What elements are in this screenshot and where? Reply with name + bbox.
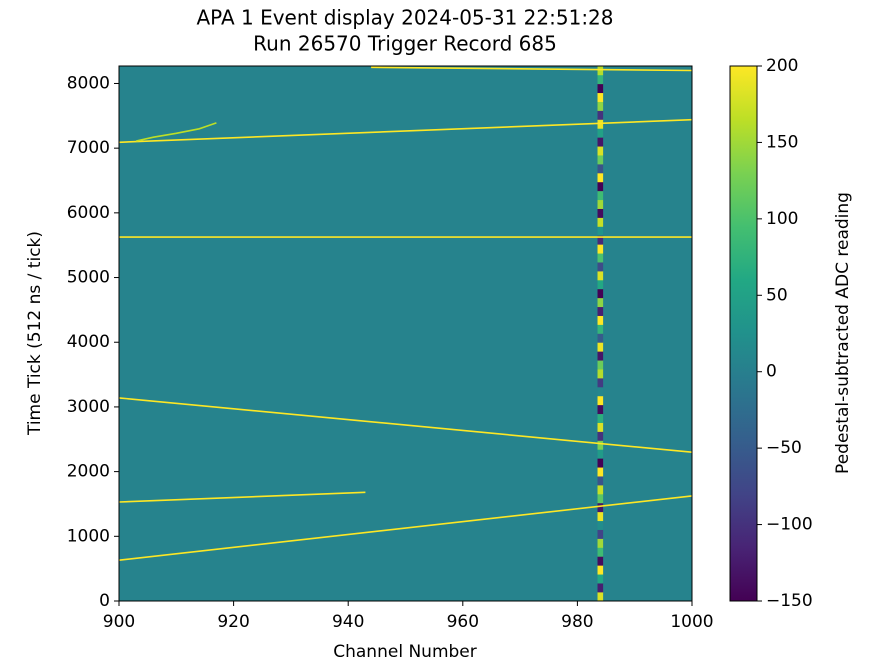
noisy-cell [597, 83, 604, 94]
chart-title: APA 1 Event display 2024-05-31 22:51:28 [196, 6, 613, 30]
noisy-cell [597, 306, 604, 316]
y-tick-label: 4000 [67, 332, 110, 352]
noisy-cell [597, 440, 604, 450]
noisy-cell [597, 583, 604, 593]
colorbar-tick-label: 50 [766, 285, 788, 305]
noisy-cell [597, 297, 604, 308]
noisy-cell [597, 137, 604, 147]
y-tick-label: 3000 [67, 397, 110, 417]
noisy-cell [597, 280, 604, 290]
y-tick-label: 1000 [67, 526, 110, 546]
noisy-cell [597, 485, 604, 495]
noisy-cell [597, 342, 604, 352]
noisy-cell [597, 74, 604, 85]
noisy-cell [597, 324, 604, 334]
noisy-cell [597, 333, 604, 343]
noisy-cell [597, 547, 604, 557]
y-tick-label: 6000 [67, 203, 110, 223]
noisy-cell [597, 556, 604, 566]
noisy-cell [597, 262, 604, 272]
x-tick-label: 1000 [670, 612, 713, 632]
noisy-cell [597, 128, 604, 138]
noisy-cell [597, 360, 604, 370]
noisy-cell [597, 164, 604, 174]
noisy-cell [597, 431, 604, 441]
x-tick-label: 920 [217, 612, 249, 632]
colorbar-tick-label: −100 [766, 515, 813, 535]
noisy-cell [597, 217, 604, 227]
track [118, 397, 693, 453]
colorbar-tick-label: 100 [766, 209, 798, 229]
noisy-cell [597, 529, 604, 539]
y-axis-label: Time Tick (512 ns / tick) [25, 231, 45, 436]
noisy-cell [597, 92, 604, 102]
noisy-cell [597, 476, 604, 486]
noisy-cell [597, 155, 604, 165]
noisy-cell [597, 458, 604, 468]
noisy-cell [597, 110, 604, 120]
colorbar-label: Pedestal-subtracted ADC reading [833, 192, 853, 474]
noisy-cell [597, 235, 604, 245]
x-tick-label: 960 [447, 612, 479, 632]
noisy-cell [597, 66, 604, 76]
y-tick-label: 5000 [67, 268, 110, 288]
noisy-cell [597, 413, 604, 423]
noisy-cell [597, 244, 604, 254]
noisy-cell [597, 467, 604, 477]
colorbar-tick-label: 200 [766, 56, 798, 76]
y-tick-label: 2000 [67, 462, 110, 482]
noisy-cell [597, 146, 604, 156]
noisy-cell [597, 173, 604, 183]
noisy-cell [597, 494, 604, 504]
colorbar-tick-label: 150 [766, 132, 798, 152]
noisy-cell [597, 199, 604, 209]
heatmap-background [119, 66, 692, 601]
x-axis-label: Channel Number [333, 642, 477, 662]
y-tick-label: 0 [99, 591, 110, 611]
noisy-cell [597, 422, 604, 432]
noisy-cell [597, 208, 604, 218]
colorbar [729, 65, 758, 602]
noisy-cell [597, 538, 604, 548]
noisy-cell [597, 449, 604, 459]
y-tick-label: 7000 [67, 138, 110, 158]
noisy-cell [597, 574, 604, 584]
noisy-cell [597, 502, 604, 513]
noisy-cell [597, 395, 604, 406]
noisy-cell [597, 288, 604, 299]
noisy-cell [597, 387, 604, 397]
colorbar-tick-label: 0 [766, 362, 777, 382]
noisy-cell [597, 351, 604, 361]
noisy-cell [597, 271, 604, 281]
noisy-cell [597, 181, 604, 192]
plot-frame [118, 65, 693, 602]
colorbar-tick-label: −150 [766, 591, 813, 611]
noisy-cell [597, 190, 604, 201]
noisy-cell [597, 226, 604, 236]
noisy-cell [597, 404, 604, 415]
noisy-cell [597, 592, 604, 602]
x-tick-label: 980 [561, 612, 593, 632]
track [136, 122, 217, 142]
noisy-cell [597, 253, 604, 263]
noisy-cell [597, 511, 604, 522]
track [118, 495, 693, 561]
noisy-cell [597, 565, 604, 575]
y-tick-label: 8000 [67, 73, 110, 93]
x-tick-label: 940 [332, 612, 364, 632]
noisy-cell [597, 378, 604, 388]
track [371, 66, 693, 72]
colorbar-tick-label: −50 [766, 438, 802, 458]
x-tick-label: 900 [103, 612, 135, 632]
noisy-cell [597, 101, 604, 111]
noisy-cell [597, 369, 604, 379]
chart-subtitle: Run 26570 Trigger Record 685 [253, 32, 557, 56]
track [118, 118, 693, 144]
track [118, 491, 366, 503]
noisy-cell [597, 315, 604, 325]
noisy-cell [597, 520, 604, 530]
